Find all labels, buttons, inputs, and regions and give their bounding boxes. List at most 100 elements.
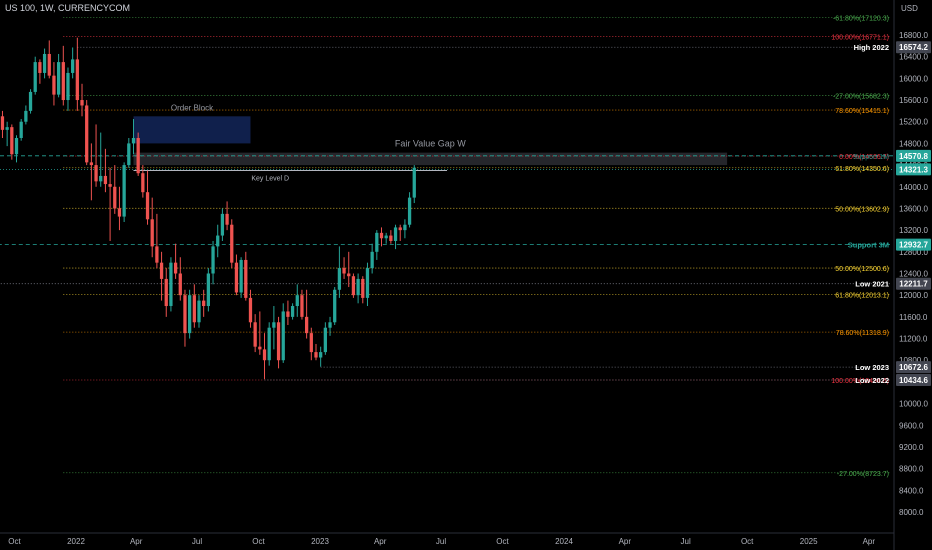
candle-body <box>342 268 346 274</box>
candle-body <box>47 53 51 76</box>
price-badge: 14321.3 <box>899 165 928 174</box>
candle-body <box>127 143 131 166</box>
named-level-label: High 2022 <box>854 43 889 52</box>
candle-body <box>272 322 276 328</box>
y-tick-label: 14000.0 <box>899 183 928 192</box>
label-layer: Order Block Fair Value Gap W Key Level D -6… <box>171 16 889 478</box>
candle-body <box>155 246 159 263</box>
x-tick-label: Apr <box>619 537 632 546</box>
candle-body <box>365 268 370 298</box>
named-level-label: Low 2022 <box>855 376 889 385</box>
currency-label: USD <box>901 4 918 13</box>
candle-body <box>173 262 178 274</box>
price-badge-bg <box>896 277 931 290</box>
candle-body <box>117 208 122 217</box>
candle-body <box>28 91 33 111</box>
fib-level-label: -27.00%(15682.3) <box>833 94 889 101</box>
candle-body <box>99 175 103 182</box>
fib-level-label: 100.00%(16771.1) <box>831 35 889 42</box>
y-tick-label: 16800.0 <box>899 31 928 40</box>
candle-body <box>300 295 304 317</box>
candle-body <box>248 297 253 323</box>
candle-body <box>314 352 318 358</box>
candle-body <box>379 232 384 239</box>
candle-body <box>384 235 388 239</box>
candle-body <box>14 137 19 155</box>
named-level-label: Low 2021 <box>855 280 889 289</box>
candle-body <box>319 352 323 358</box>
fib-level-label: 50.00%(12500.6) <box>835 266 889 273</box>
candle-body <box>103 175 108 185</box>
order-block-label: Order Block <box>171 103 214 112</box>
candle-body <box>159 262 164 279</box>
candle-body <box>407 197 412 225</box>
fib-level-label: 61.80%(14350.6) <box>835 166 889 173</box>
y-tick-label: 9600.0 <box>899 421 924 430</box>
candle-body <box>42 53 47 73</box>
y-tick-label: 13600.0 <box>899 204 928 213</box>
y-tick-label: 12800.0 <box>899 248 928 257</box>
x-tick-label: Jul <box>192 537 202 546</box>
candle-body <box>206 273 210 307</box>
price-badge-bg <box>896 238 931 251</box>
candle-body <box>122 165 126 217</box>
x-tick-label: Apr <box>130 537 143 546</box>
candle-body <box>370 251 374 269</box>
price-badge-bg <box>896 361 931 374</box>
candle-body <box>220 213 225 236</box>
candle-body <box>131 137 136 144</box>
fib-level-label: 61.80%(12013.1) <box>835 292 889 299</box>
fib-level-label: -27.00%(8723.7) <box>837 471 889 478</box>
candle-body <box>197 300 201 323</box>
chart-title: US 100, 1W, CURRENCYCOM <box>5 3 131 13</box>
candle-body <box>239 259 243 293</box>
candle-body <box>178 273 182 296</box>
candle-body <box>253 322 257 347</box>
x-tick-label: Jul <box>436 537 446 546</box>
price-badge-bg <box>896 149 931 162</box>
x-tick-label: Oct <box>741 537 754 546</box>
candle-body <box>398 227 402 231</box>
candle-body <box>85 105 89 163</box>
candle-body <box>192 295 196 323</box>
candle-body <box>136 137 140 174</box>
candle-body <box>389 235 393 241</box>
y-tick-label: 8000.0 <box>899 508 924 517</box>
price-badge-bg <box>896 163 931 176</box>
candle-body <box>351 276 356 296</box>
x-tick-label: 2025 <box>800 537 818 546</box>
candle-body <box>225 213 229 225</box>
y-tick-label: 12000.0 <box>899 291 928 300</box>
fib-level-label: 78.60%(15415.1) <box>835 108 889 115</box>
y-tick-label: 14800.0 <box>899 139 928 148</box>
y-tick-label: 13200.0 <box>899 226 928 235</box>
candle-body <box>75 59 79 101</box>
named-level-label: Low 2023 <box>855 363 889 372</box>
fib-level-label: 50.00%(13602.9) <box>835 206 889 213</box>
candle-body <box>309 333 313 353</box>
y-tick-label: 8400.0 <box>899 486 924 495</box>
y-tick-label: 8800.0 <box>899 465 924 474</box>
candle-body <box>202 300 206 307</box>
candle-body <box>19 121 23 138</box>
candle-body <box>183 295 187 334</box>
x-tick-label: Oct <box>252 537 265 546</box>
price-badge: 16574.2 <box>899 43 928 52</box>
candle-body <box>403 224 407 231</box>
candle-body <box>267 327 271 361</box>
fair-value-gap-label: Fair Value Gap W <box>395 139 466 149</box>
price-badge-bg <box>896 41 931 54</box>
candle-body <box>5 127 9 130</box>
candle-body <box>328 322 332 328</box>
candle-body <box>361 278 365 298</box>
candle-body <box>0 116 5 130</box>
candle-body <box>164 278 168 307</box>
x-tick-label: Oct <box>8 537 21 546</box>
y-tick-label: 16000.0 <box>899 74 928 83</box>
candle-body <box>10 127 14 155</box>
candle-body <box>333 289 337 323</box>
fib-level-label: -61.80%(17120.3) <box>833 16 889 23</box>
price-badge: 12932.7 <box>899 241 928 250</box>
